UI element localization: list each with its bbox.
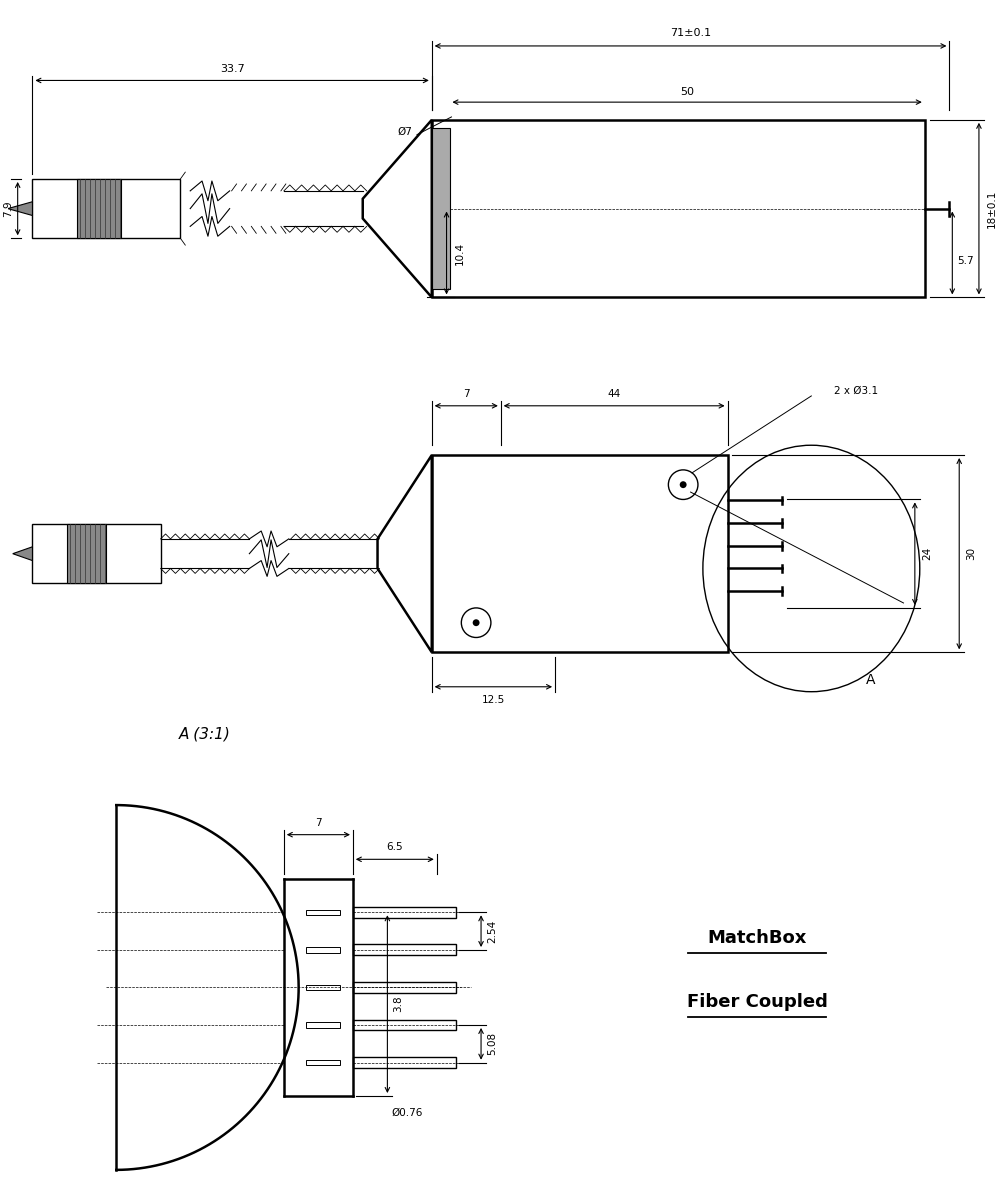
Text: 30: 30 <box>966 547 976 561</box>
Polygon shape <box>8 202 32 215</box>
Text: 7: 7 <box>463 389 470 399</box>
Text: 50: 50 <box>680 87 694 97</box>
Bar <box>353 1020 456 1031</box>
Text: 7.9: 7.9 <box>3 201 13 217</box>
Bar <box>306 1060 340 1066</box>
Text: 3.8: 3.8 <box>393 996 403 1013</box>
Text: 6.5: 6.5 <box>386 842 403 853</box>
Bar <box>353 1057 456 1068</box>
Bar <box>67 525 106 583</box>
Text: 2.54: 2.54 <box>487 919 497 943</box>
Circle shape <box>680 481 687 488</box>
Polygon shape <box>432 128 450 290</box>
Text: 10.4: 10.4 <box>454 242 464 265</box>
Text: 12.5: 12.5 <box>482 694 505 705</box>
Bar <box>353 944 456 955</box>
Text: 71±0.1: 71±0.1 <box>670 28 711 38</box>
Text: 2 x Ø3.1: 2 x Ø3.1 <box>834 386 878 396</box>
Text: Ø7: Ø7 <box>397 126 412 137</box>
Polygon shape <box>13 547 32 561</box>
Text: 5.7: 5.7 <box>957 256 974 266</box>
Text: 7: 7 <box>315 818 322 828</box>
Circle shape <box>473 620 480 626</box>
Bar <box>353 982 456 992</box>
Bar <box>77 179 121 238</box>
Text: 24: 24 <box>922 547 932 561</box>
Text: 33.7: 33.7 <box>220 64 244 73</box>
Text: 18±0.1: 18±0.1 <box>987 189 997 227</box>
Text: A: A <box>866 674 875 687</box>
Text: Fiber Coupled: Fiber Coupled <box>687 994 828 1012</box>
Text: 5.08: 5.08 <box>487 1032 497 1055</box>
Text: A (3:1): A (3:1) <box>179 727 231 741</box>
Bar <box>306 909 340 915</box>
Bar <box>353 907 456 918</box>
Text: Ø0.76: Ø0.76 <box>391 1108 423 1118</box>
Bar <box>306 1023 340 1027</box>
Bar <box>306 947 340 953</box>
Text: 44: 44 <box>608 389 621 399</box>
Text: MatchBox: MatchBox <box>707 929 807 947</box>
Bar <box>306 985 340 990</box>
